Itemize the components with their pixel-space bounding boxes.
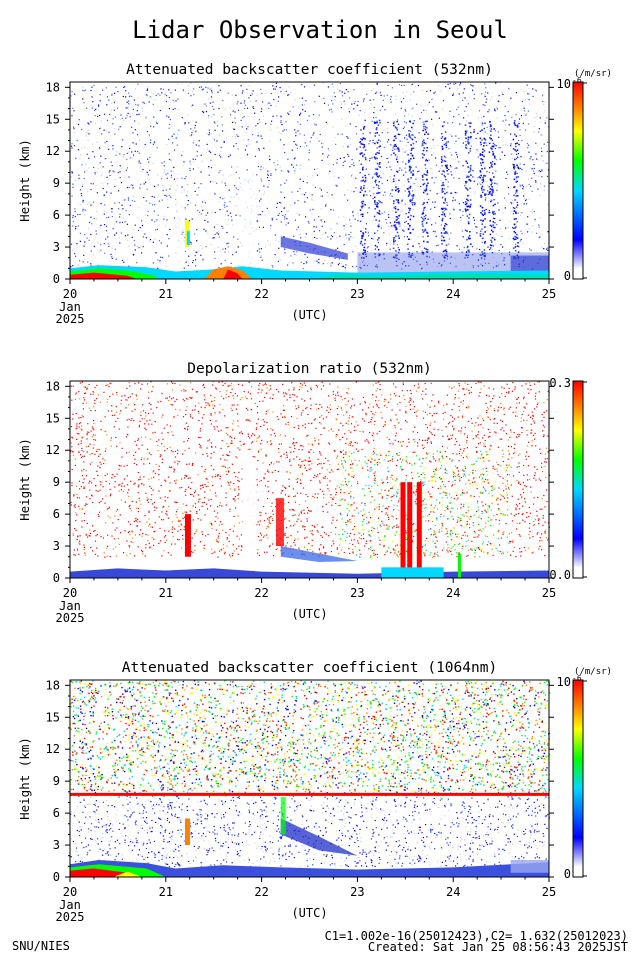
x-tick-label: 22 bbox=[254, 885, 268, 899]
x-tick-label: 25 bbox=[542, 287, 556, 301]
panel-title: Depolarization ratio (532nm) bbox=[187, 361, 431, 377]
y-tick-label: 18 bbox=[46, 379, 60, 393]
footer-institution: SNU/NIES bbox=[12, 939, 70, 953]
colorbar-unit: (/m/sr) bbox=[574, 667, 612, 677]
y-tick-label: 15 bbox=[46, 411, 60, 425]
colorbar-max-label: 10 bbox=[557, 77, 571, 91]
y-axis-label: Height (km) bbox=[17, 438, 32, 521]
y-axis-label: Height (km) bbox=[17, 139, 32, 222]
y-tick-label: 15 bbox=[46, 710, 60, 724]
y-tick-label: 3 bbox=[53, 240, 60, 254]
colorbar: 10 -6 0 (/m/sr) bbox=[557, 69, 612, 283]
x-tick-label: 25 bbox=[542, 586, 556, 600]
x-tick-sublabel: Jan bbox=[59, 898, 81, 912]
chart-panel-3: Attenuated backscatter coefficient (1064… bbox=[17, 660, 612, 924]
x-tick-sublabel: Jan bbox=[59, 599, 81, 613]
y-tick-label: 6 bbox=[53, 507, 60, 521]
chart-panel-2: Depolarization ratio (532nm) 0 3 6 9 12 15 18 He… bbox=[17, 361, 587, 625]
x-tick-label: 24 bbox=[446, 586, 460, 600]
heatmap-area bbox=[70, 680, 551, 877]
y-tick-label: 3 bbox=[53, 539, 60, 553]
x-tick-sublabel: 2025 bbox=[56, 312, 85, 326]
x-tick-label: 20 bbox=[63, 885, 77, 899]
y-tick-label: 6 bbox=[53, 208, 60, 222]
y-tick-label: 12 bbox=[46, 443, 60, 457]
x-tick-label: 21 bbox=[159, 586, 173, 600]
y-axis-label: Height (km) bbox=[17, 737, 32, 820]
x-tick-sublabel: 2025 bbox=[56, 611, 85, 625]
panel-title: Attenuated backscatter coefficient (532n… bbox=[126, 62, 493, 78]
colorbar-min-label: 0.0 bbox=[549, 568, 571, 582]
y-tick-label: 15 bbox=[46, 112, 60, 126]
heatmap-area bbox=[70, 381, 551, 578]
x-tick-label: 23 bbox=[350, 287, 364, 301]
x-tick-label: 23 bbox=[350, 586, 364, 600]
x-tick-label: 24 bbox=[446, 287, 460, 301]
footer-calibration: C1=1.002e-16(25012423),C2= 1.632(2501202… bbox=[325, 929, 628, 943]
y-tick-label: 0 bbox=[53, 571, 60, 585]
colorbar: 10 -6 0 (/m/sr) bbox=[557, 667, 612, 881]
panel-title: Attenuated backscatter coefficient (1064… bbox=[122, 660, 497, 676]
y-tick-label: 9 bbox=[53, 475, 60, 489]
heatmap-area bbox=[70, 82, 550, 279]
y-tick-label: 6 bbox=[53, 806, 60, 820]
x-tick-label: 20 bbox=[63, 586, 77, 600]
chart-panel-1: Attenuated backscatter coefficient (532n… bbox=[17, 62, 612, 326]
x-tick-label: 21 bbox=[159, 287, 173, 301]
y-tick-label: 3 bbox=[53, 838, 60, 852]
colorbar: 0.3 0.0 bbox=[549, 376, 587, 582]
colorbar-max-exponent: -6 bbox=[572, 76, 582, 85]
colorbar-min-label: 0 bbox=[564, 867, 571, 881]
colorbar-min-label: 0 bbox=[564, 269, 571, 283]
colorbar-max-label: 10 bbox=[557, 675, 571, 689]
colorbar-unit: (/m/sr) bbox=[574, 69, 612, 79]
footer-created: Created: Sat Jan 25 08:56:43 2025JST bbox=[368, 940, 628, 954]
y-tick-label: 18 bbox=[46, 80, 60, 94]
y-tick-label: 0 bbox=[53, 870, 60, 884]
y-tick-label: 12 bbox=[46, 144, 60, 158]
x-tick-label: 25 bbox=[542, 885, 556, 899]
colorbar-max-label: 0.3 bbox=[549, 376, 571, 390]
x-tick-label: 24 bbox=[446, 885, 460, 899]
figure-title: Lidar Observation in Seoul bbox=[132, 16, 508, 44]
x-axis-label: (UTC) bbox=[291, 308, 327, 322]
x-tick-sublabel: 2025 bbox=[56, 910, 85, 924]
x-tick-label: 22 bbox=[254, 586, 268, 600]
x-tick-label: 22 bbox=[254, 287, 268, 301]
y-tick-label: 9 bbox=[53, 774, 60, 788]
x-tick-label: 23 bbox=[350, 885, 364, 899]
y-tick-label: 18 bbox=[46, 678, 60, 692]
colorbar-max-exponent: -6 bbox=[572, 674, 582, 683]
y-tick-label: 9 bbox=[53, 176, 60, 190]
x-tick-label: 20 bbox=[63, 287, 77, 301]
x-tick-label: 21 bbox=[159, 885, 173, 899]
x-tick-sublabel: Jan bbox=[59, 300, 81, 314]
y-tick-label: 12 bbox=[46, 742, 60, 756]
x-axis-label: (UTC) bbox=[291, 906, 327, 920]
y-tick-label: 0 bbox=[53, 272, 60, 286]
x-axis-label: (UTC) bbox=[291, 607, 327, 621]
